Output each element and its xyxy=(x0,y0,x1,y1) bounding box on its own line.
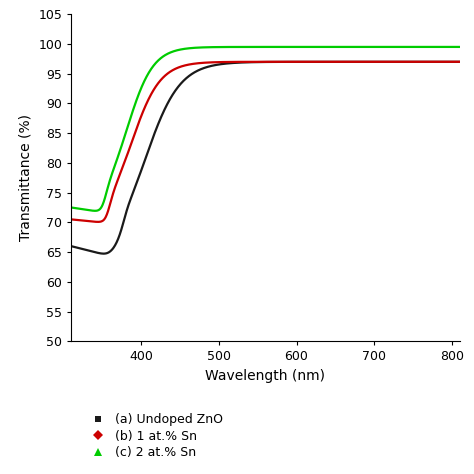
Y-axis label: Transmittance (%): Transmittance (%) xyxy=(18,114,33,241)
X-axis label: Wavelength (nm): Wavelength (nm) xyxy=(205,369,326,383)
Legend: (a) Undoped ZnO, (b) 1 at.% Sn, (c) 2 at.% Sn: (a) Undoped ZnO, (b) 1 at.% Sn, (c) 2 at… xyxy=(85,413,223,459)
